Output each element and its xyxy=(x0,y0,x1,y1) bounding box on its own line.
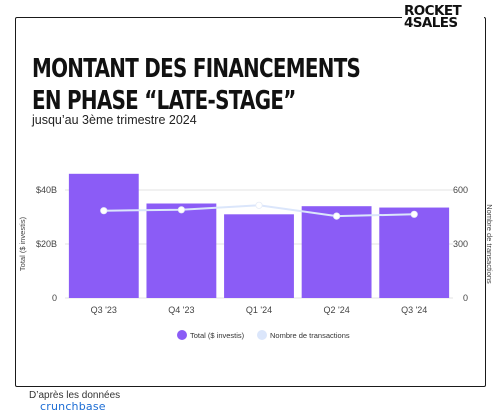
y-axis-title: Total ($ investis) xyxy=(18,216,27,271)
y2-tick-label: 0 xyxy=(463,293,468,303)
line-point xyxy=(255,201,263,209)
brand-logo: ROCKET 4SALES xyxy=(402,3,484,31)
y2-tick-label: 300 xyxy=(453,239,468,249)
x-tick-label: Q3 '24 xyxy=(401,305,427,315)
source-note: D’après les données crunchbase xyxy=(29,390,120,412)
y2-axis-title: Nombre de transactions xyxy=(485,204,494,284)
x-tick-label: Q3 '23 xyxy=(91,305,117,315)
brand-line-2: 4SALES xyxy=(404,15,458,31)
x-tick-label: Q4 '23 xyxy=(168,305,194,315)
y-tick-label: $40B xyxy=(36,185,57,195)
title-line-1: MONTANT DES FINANCEMENTS xyxy=(32,54,361,84)
bar xyxy=(68,173,139,298)
y2-tick-label: 600 xyxy=(453,185,468,195)
line-point xyxy=(410,210,418,218)
legend-swatch-bar xyxy=(177,330,187,340)
legend-swatch-line xyxy=(257,330,267,340)
brand-line-1: ROCKET xyxy=(404,3,462,19)
legend-label-line: Nombre de transactions xyxy=(270,331,350,340)
bar xyxy=(379,207,450,298)
legend-label-bar: Total ($ investis) xyxy=(190,331,245,340)
bar xyxy=(224,214,294,298)
crunchbase-logo: crunchbase xyxy=(40,400,106,413)
line-point xyxy=(332,212,341,220)
bar xyxy=(301,206,372,298)
line-point xyxy=(177,206,185,214)
bar xyxy=(146,203,217,298)
line-point xyxy=(100,207,108,215)
title-line-2: EN PHASE “LATE-STAGE” xyxy=(32,86,296,116)
y-tick-label: $20B xyxy=(36,239,57,249)
source-prefix: D’après les données xyxy=(29,390,121,401)
x-tick-label: Q1 '24 xyxy=(246,305,272,315)
x-tick-label: Q2 '24 xyxy=(323,305,349,315)
y-tick-label: 0 xyxy=(52,293,57,303)
page-subtitle: jusqu’au 3ème trimestre 2024 xyxy=(32,113,197,127)
page-title: MONTANT DES FINANCEMENTS EN PHASE “LATE-… xyxy=(32,53,361,117)
